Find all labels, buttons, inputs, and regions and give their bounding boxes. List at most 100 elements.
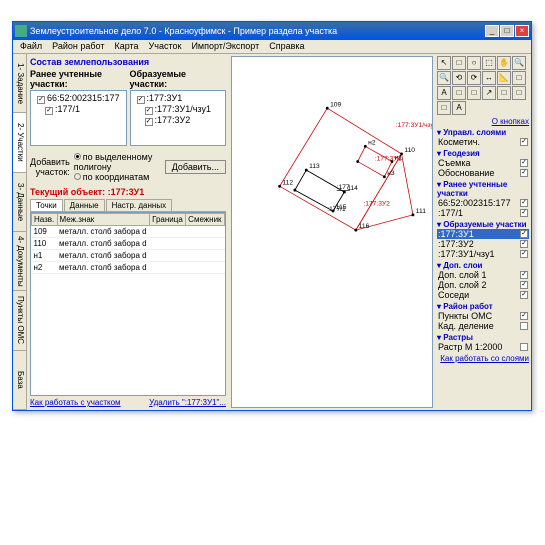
tool-13[interactable]: □: [452, 86, 466, 100]
layer-item[interactable]: :177:3У1✓: [437, 229, 529, 239]
layer-group[interactable]: ▾ Район работ: [437, 302, 529, 311]
tab-2[interactable]: Настр. данных: [106, 199, 173, 211]
app-window: Землеустроительное дело 7.0 - Красноуфим…: [12, 21, 532, 411]
minimize-button[interactable]: _: [485, 25, 499, 37]
table-row[interactable]: н2металл. столб забора d: [32, 262, 225, 274]
app-icon: [15, 25, 27, 37]
vertical-tabs: 1- Задание2- Участки3- Данные4- Документ…: [13, 54, 27, 410]
vtab-3[interactable]: 4- Документы: [13, 232, 26, 291]
current-object: Текущий объект: :177:3У1: [30, 187, 226, 197]
layer-item[interactable]: Соседи✓: [437, 290, 529, 300]
table-row[interactable]: 110металл. столб забора d: [32, 238, 225, 250]
vtab-4[interactable]: Пункты ОМС: [13, 291, 26, 350]
layer-item[interactable]: Растр М 1:2000: [437, 342, 529, 352]
svg-text:111: 111: [416, 208, 426, 215]
svg-text:112: 112: [282, 179, 293, 186]
tool-4[interactable]: ✋: [497, 56, 511, 70]
tool-12[interactable]: A: [437, 86, 451, 100]
tool-2[interactable]: ○: [467, 56, 481, 70]
layer-item[interactable]: 66:52:002315:177✓: [437, 198, 529, 208]
maximize-button[interactable]: □: [500, 25, 514, 37]
layer-group[interactable]: ▾ Геодезия: [437, 149, 529, 158]
points-grid[interactable]: Назв.Меж.знакГраницаСмежник109металл. ст…: [30, 212, 226, 396]
layer-item[interactable]: :177:3У1/чзу1✓: [437, 249, 529, 259]
tool-9[interactable]: ↔: [482, 71, 496, 85]
vtab-5[interactable]: База: [13, 351, 26, 410]
tree-node[interactable]: ✓:177/1: [33, 104, 124, 115]
layer-group[interactable]: ▾ Управл. слоями: [437, 128, 529, 137]
layer-item[interactable]: Доп. слой 1✓: [437, 270, 529, 280]
tool-7[interactable]: ⟲: [452, 71, 466, 85]
tool-0[interactable]: ↖: [437, 56, 451, 70]
tool-1[interactable]: □: [452, 56, 466, 70]
data-tabs: ТочкиДанныеНастр. данных: [30, 199, 226, 212]
layer-item[interactable]: :177:3У2✓: [437, 239, 529, 249]
menu-Справка[interactable]: Справка: [264, 40, 309, 53]
tab-1[interactable]: Данные: [64, 199, 105, 211]
tool-14[interactable]: □: [467, 86, 481, 100]
tree-right-label: Образуемые участки:: [130, 69, 227, 89]
radio-coords[interactable]: [74, 173, 81, 180]
tree-left[interactable]: ✓66:52:002315:177✓:177/1: [30, 90, 127, 146]
tree-node[interactable]: ✓:177:3У2: [133, 115, 224, 126]
layer-item[interactable]: Косметич.✓: [437, 137, 529, 147]
tree-node[interactable]: ✓:177:3У1/чзу1: [133, 104, 224, 115]
menu-Участок[interactable]: Участок: [144, 40, 187, 53]
tool-10[interactable]: 📐: [497, 71, 511, 85]
vtab-2[interactable]: 3- Данные: [13, 173, 26, 232]
titlebar[interactable]: Землеустроительное дело 7.0 - Красноуфим…: [13, 22, 531, 40]
table-row[interactable]: н1металл. столб забора d: [32, 250, 225, 262]
tool-5[interactable]: 🔍: [512, 56, 526, 70]
svg-text:н1: н1: [395, 155, 403, 162]
delete-link[interactable]: Удалить ":177:3У1"...: [149, 398, 226, 407]
vtab-1[interactable]: 2- Участки: [13, 113, 26, 172]
layer-item[interactable]: Кад. деление: [437, 321, 529, 331]
help-link[interactable]: Как работать с участком: [30, 398, 121, 407]
close-button[interactable]: ×: [515, 25, 529, 37]
layer-item[interactable]: Доп. слой 2✓: [437, 280, 529, 290]
window-title: Землеустроительное дело 7.0 - Красноуфим…: [30, 26, 485, 36]
tool-palette: ↖□○⬚✋🔍🔍⟲⟳↔📐□A□□↗□□□A: [437, 56, 529, 115]
svg-text::177:3У1/чзу1: :177:3У1/чзу1: [396, 122, 432, 129]
tree-right[interactable]: ✓:177:3У1✓:177:3У1/чзу1✓:177:3У2: [130, 90, 227, 146]
tree-node[interactable]: ✓66:52:002315:177: [33, 93, 124, 104]
layer-item[interactable]: Пункты ОМС✓: [437, 311, 529, 321]
left-panel: Состав землепользования Ранее учтенные у…: [27, 54, 229, 410]
buttons-help-link[interactable]: О кнопках: [437, 117, 529, 126]
add-button[interactable]: Добавить...: [165, 160, 226, 174]
svg-text:н2: н2: [368, 139, 376, 146]
tree-node[interactable]: ✓:177:3У1: [133, 93, 224, 104]
tab-0[interactable]: Точки: [30, 199, 63, 211]
layer-group[interactable]: ▾ Ранее учтенные участки: [437, 180, 529, 198]
table-row[interactable]: 109металл. столб забора d: [32, 226, 225, 238]
layer-group[interactable]: ▾ Доп. слои: [437, 261, 529, 270]
tool-17[interactable]: □: [512, 86, 526, 100]
tool-16[interactable]: □: [497, 86, 511, 100]
add-label: Добавить участок:: [30, 157, 70, 177]
tool-11[interactable]: □: [512, 71, 526, 85]
svg-text:116: 116: [359, 223, 370, 230]
tool-19[interactable]: A: [452, 101, 466, 115]
tool-15[interactable]: ↗: [482, 86, 496, 100]
layers-help-link[interactable]: Как работать со слоями: [437, 354, 529, 363]
layer-group[interactable]: ▾ Образуемые участки: [437, 220, 529, 229]
vtab-0[interactable]: 1- Задание: [13, 54, 26, 113]
tree-left-label: Ранее учтенные участки:: [30, 69, 127, 89]
layer-item[interactable]: :177/1✓: [437, 208, 529, 218]
svg-text:114: 114: [347, 185, 358, 192]
layer-group[interactable]: ▾ Растры: [437, 333, 529, 342]
tool-18[interactable]: □: [437, 101, 451, 115]
radio-polygon[interactable]: [74, 153, 81, 160]
tool-6[interactable]: 🔍: [437, 71, 451, 85]
tool-3[interactable]: ⬚: [482, 56, 496, 70]
tool-8[interactable]: ⟳: [467, 71, 481, 85]
menu-Карта[interactable]: Карта: [109, 40, 143, 53]
layer-item[interactable]: Обоснование✓: [437, 168, 529, 178]
menu-Импорт/Экспорт[interactable]: Импорт/Экспорт: [186, 40, 264, 53]
layer-item[interactable]: Съемка✓: [437, 158, 529, 168]
menu-Район работ[interactable]: Район работ: [47, 40, 109, 53]
svg-text:109: 109: [330, 101, 341, 108]
map-canvas[interactable]: :177:3У1:177:3У2:177:3У1/чзу1:177:177/11…: [231, 56, 433, 408]
menubar: ФайлРайон работКартаУчастокИмпорт/Экспор…: [13, 40, 531, 54]
menu-Файл[interactable]: Файл: [15, 40, 47, 53]
